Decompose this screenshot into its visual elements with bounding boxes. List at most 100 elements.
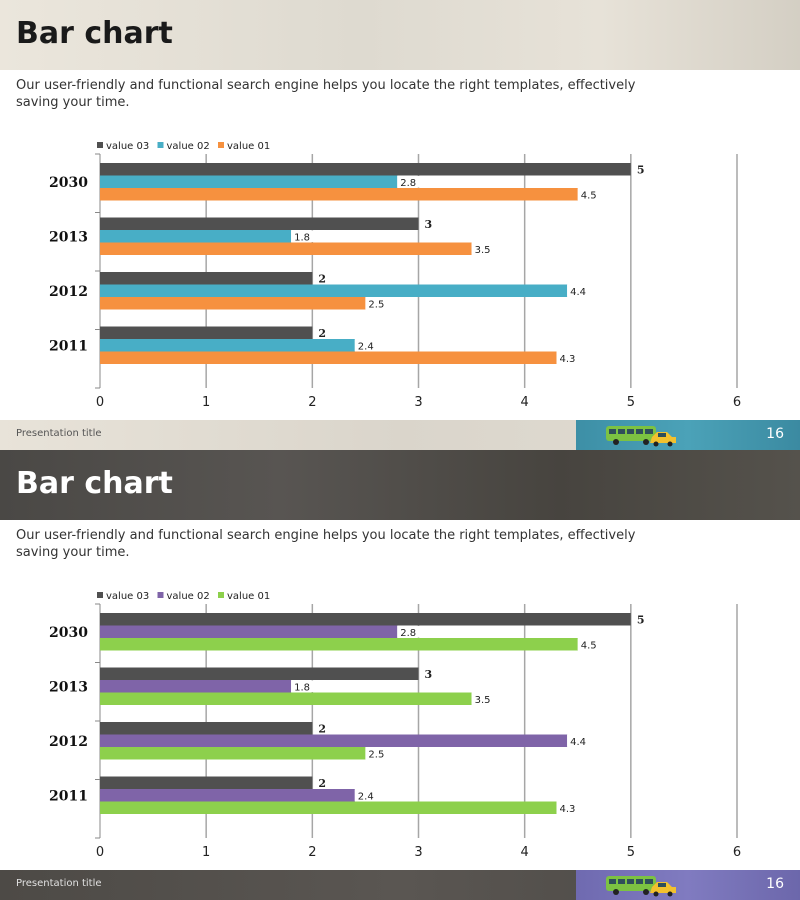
title-bar: Bar chart [0,450,800,520]
data-label-background [397,176,423,188]
footer-presentation-title: Presentation title [16,428,102,439]
x-tick-label: 0 [96,395,104,410]
data-label: 5 [637,163,645,176]
legend-label-value-03: value 03 [106,141,149,152]
data-label: 2.5 [368,749,384,760]
slide-title: Bar chart [16,16,173,51]
legend-swatch-value-02 [157,142,164,148]
bar-value-01-2012 [100,747,366,760]
bar-value-02-2030 [100,625,398,638]
data-label: 2.8 [400,178,416,189]
data-label-background [556,352,582,364]
bar-value-03-2013 [100,667,419,680]
bar-value-02-2011 [100,789,355,802]
data-label-background [291,230,317,242]
bar-value-01-2013 [100,692,472,705]
bar-value-02-2013 [100,680,292,693]
x-tick-label: 1 [202,395,210,410]
legend-label-value-02: value 02 [167,141,210,152]
category-label: 2012 [49,734,88,750]
legend-swatch-value-01 [218,142,224,148]
data-label: 3.5 [475,695,491,706]
x-tick-label: 3 [414,395,422,410]
bus-and-taxi-icon [606,426,676,447]
slide-subtitle: Our user-friendly and functional search … [16,528,636,560]
bar-value-03-2012 [100,722,313,735]
x-tick-label: 5 [627,395,635,410]
slide-2: Bar chart Our user-friendly and function… [0,450,800,900]
bar-value-02-2011 [100,339,355,352]
data-label: 2 [318,272,326,285]
data-label-background [567,285,593,297]
data-label: 4.5 [581,190,597,201]
data-label-background [577,638,603,650]
data-label: 4.4 [570,737,586,748]
data-label: 5 [637,613,645,626]
footer-image-tile: 16 [576,420,800,450]
x-tick-label: 4 [521,845,529,860]
slide-1: Bar chart Our user-friendly and function… [0,0,800,450]
bar-value-01-2011 [100,351,557,364]
slide-title: Bar chart [16,466,173,501]
x-tick-label: 6 [733,845,741,860]
legend-swatch-value-03 [97,592,103,598]
slide-subtitle: Our user-friendly and functional search … [16,78,636,110]
bar-value-02-2012 [100,734,568,747]
bar-value-01-2011 [100,801,557,814]
data-label: 3 [425,668,433,681]
data-label-background [354,339,380,351]
data-label-background [577,188,603,200]
bar-value-02-2030 [100,175,398,188]
legend-swatch-value-01 [218,592,224,598]
data-label-background [471,693,497,705]
data-label: 1.8 [294,232,310,243]
data-label: 3.5 [475,245,491,256]
legend-swatch-value-02 [157,592,164,598]
category-label: 2011 [49,788,88,804]
data-label: 2.4 [358,791,374,802]
x-tick-label: 6 [733,395,741,410]
data-label: 4.3 [560,804,576,815]
bar-value-02-2013 [100,230,292,243]
category-label: 2030 [49,175,88,191]
bar-value-03-2012 [100,272,313,285]
x-tick-label: 5 [627,845,635,860]
category-label: 2012 [49,284,88,300]
legend-label-value-01: value 01 [227,141,270,152]
data-label: 2 [318,777,326,790]
legend-label-value-02: value 02 [167,591,210,602]
x-tick-label: 2 [308,845,316,860]
x-tick-label: 0 [96,845,104,860]
data-label-background [556,802,582,814]
x-tick-label: 2 [308,395,316,410]
bar-value-03-2011 [100,776,313,789]
data-label: 4.3 [560,354,576,365]
data-label: 4.5 [581,640,597,651]
footer: Presentation title 16 [0,870,800,900]
data-label: 2.8 [400,628,416,639]
category-label: 2030 [49,625,88,641]
x-tick-label: 4 [521,395,529,410]
bar-value-02-2012 [100,284,568,297]
category-label: 2013 [49,229,88,245]
category-label: 2013 [49,679,88,695]
x-tick-label: 1 [202,845,210,860]
data-label: 2 [318,327,326,340]
bar-value-03-2013 [100,217,419,230]
data-label-background [365,297,391,309]
data-label: 2 [318,722,326,735]
data-label-background [365,747,391,759]
bar-value-03-2011 [100,326,313,339]
data-label-background [471,243,497,255]
footer: Presentation title 16 [0,420,800,450]
bar-value-03-2030 [100,163,631,176]
page-number: 16 [766,426,784,442]
data-label: 1.8 [294,682,310,693]
data-label: 2.4 [358,341,374,352]
footer-image-tile: 16 [576,870,800,900]
legend-swatch-value-03 [97,142,103,148]
bar-value-01-2013 [100,242,472,255]
data-label-background [291,680,317,692]
x-tick-label: 3 [414,845,422,860]
bar-value-01-2030 [100,188,578,201]
